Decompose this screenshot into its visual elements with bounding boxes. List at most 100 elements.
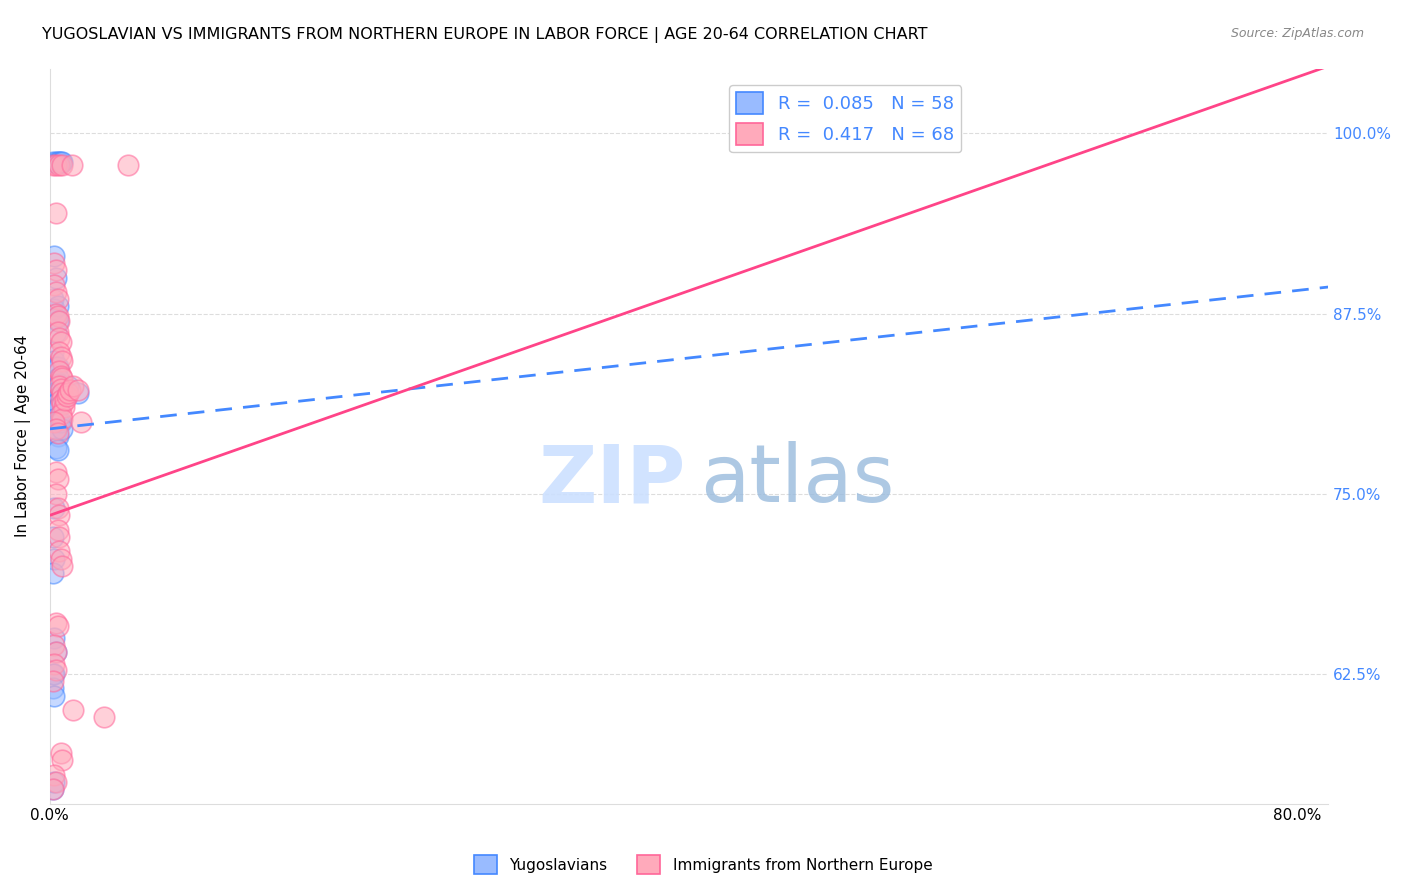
Point: [49, 335, 72, 350]
Point: [44, 666, 66, 681]
Point: [52, 401, 75, 415]
Point: [45, 426, 67, 441]
Point: [48, 345, 70, 359]
Point: [48, 155, 70, 169]
Point: [44, 411, 66, 425]
Point: [45, 359, 67, 374]
Point: [44, 775, 66, 789]
Point: [45, 465, 67, 479]
Point: [51, 411, 73, 425]
Point: [48, 158, 70, 172]
Point: [42, 666, 65, 681]
Point: [42, 782, 65, 797]
Point: [42, 292, 65, 306]
Text: atlas: atlas: [700, 442, 894, 519]
Point: [51, 371, 73, 385]
Point: [46, 443, 69, 458]
Point: [44, 631, 66, 645]
Point: [51, 385, 73, 400]
Point: [58, 378, 80, 392]
Point: [42, 674, 65, 689]
Point: [45, 307, 67, 321]
Point: [49, 415, 72, 429]
Point: [66, 385, 89, 400]
Point: [44, 768, 66, 782]
Point: [49, 392, 72, 407]
Legend: Yugoslavians, Immigrants from Northern Europe: Yugoslavians, Immigrants from Northern E…: [468, 849, 938, 880]
Point: [48, 314, 70, 328]
Point: [48, 331, 70, 345]
Point: [45, 616, 67, 631]
Point: [46, 426, 69, 441]
Point: [46, 619, 69, 633]
Point: [46, 523, 69, 537]
Text: ZIP: ZIP: [538, 442, 686, 519]
Point: [46, 299, 69, 313]
Point: [48, 377, 70, 392]
Point: [42, 782, 65, 797]
Point: [45, 487, 67, 501]
Point: [48, 530, 70, 544]
Point: [48, 508, 70, 523]
Point: [45, 263, 67, 277]
Point: [51, 558, 73, 573]
Point: [48, 378, 70, 392]
Point: [46, 371, 69, 385]
Point: [51, 385, 73, 400]
Point: [49, 746, 72, 760]
Point: [45, 374, 67, 388]
Point: [51, 354, 73, 368]
Point: [48, 364, 70, 378]
Point: [44, 385, 66, 400]
Point: [117, 158, 139, 172]
Point: [56, 389, 79, 403]
Point: [46, 155, 69, 169]
Point: [42, 345, 65, 359]
Point: [66, 383, 89, 397]
Point: [46, 472, 69, 486]
Point: [45, 326, 67, 340]
Point: [49, 155, 72, 169]
Point: [60, 158, 83, 172]
Point: [45, 415, 67, 429]
Point: [45, 285, 67, 299]
Point: [44, 657, 66, 671]
Point: [44, 415, 66, 429]
Point: [49, 382, 72, 396]
Point: [48, 544, 70, 558]
Point: [44, 501, 66, 516]
Point: [44, 249, 66, 263]
Point: [46, 314, 69, 328]
Point: [45, 663, 67, 677]
Point: [44, 302, 66, 317]
Point: [93, 710, 115, 724]
Point: [46, 326, 69, 340]
Point: [45, 397, 67, 411]
Text: Source: ZipAtlas.com: Source: ZipAtlas.com: [1230, 27, 1364, 40]
Point: [42, 566, 65, 580]
Point: [45, 385, 67, 400]
Point: [46, 501, 69, 516]
Point: [44, 425, 66, 439]
Point: [44, 256, 66, 270]
Point: [44, 397, 66, 411]
Point: [46, 359, 69, 374]
Point: [45, 645, 67, 659]
Point: [42, 530, 65, 544]
Point: [51, 753, 73, 767]
Point: [46, 310, 69, 324]
Point: [51, 397, 73, 411]
Point: [49, 378, 72, 392]
Point: [51, 155, 73, 169]
Point: [53, 392, 76, 407]
Point: [45, 645, 67, 659]
Point: [48, 415, 70, 429]
Y-axis label: In Labor Force | Age 20-64: In Labor Force | Age 20-64: [15, 334, 31, 537]
Point: [45, 205, 67, 219]
Point: [49, 350, 72, 364]
Legend: R =  0.085   N = 58, R =  0.417   N = 68: R = 0.085 N = 58, R = 0.417 N = 68: [730, 85, 962, 153]
Point: [62, 378, 84, 392]
Point: [62, 703, 84, 717]
Point: [53, 389, 76, 403]
Point: [45, 155, 67, 169]
